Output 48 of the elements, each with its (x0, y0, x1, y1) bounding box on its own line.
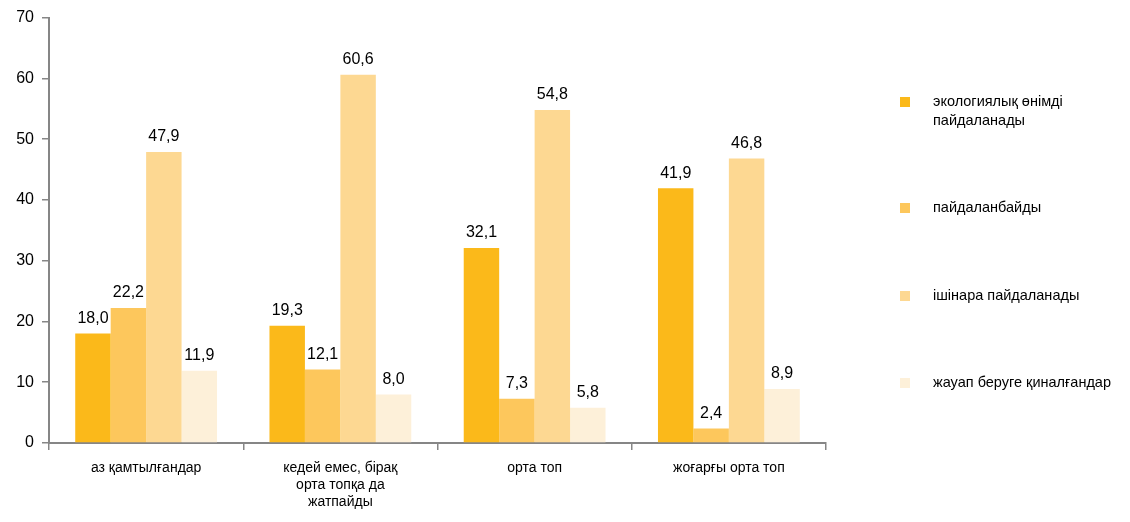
bar (181, 370, 218, 443)
data-label: 32,1 (465, 223, 498, 241)
bar (657, 188, 694, 443)
legend-label: экологиялық өнімді пайдаланады (933, 92, 1064, 130)
bar (764, 388, 800, 443)
bar (304, 369, 341, 443)
x-tick-label: кедей емес, бірақ орта топқа да жатпайды (283, 459, 399, 509)
bar (463, 247, 500, 443)
data-label: 8,0 (382, 369, 405, 387)
y-tick-label: 60 (16, 68, 35, 86)
bar (340, 74, 376, 443)
y-tick-label: 0 (25, 433, 35, 451)
data-label: 2,4 (700, 403, 723, 421)
data-label: 46,8 (731, 134, 763, 151)
x-tick-label: жоғарғы орта топ (673, 459, 785, 476)
data-label: 7,3 (505, 374, 529, 392)
legend-label: жауап беруге қиналғандар (933, 373, 1112, 392)
data-label: 54,8 (536, 85, 569, 103)
bar (110, 308, 147, 443)
y-tick-label: 40 (16, 190, 35, 208)
y-tick-label: 50 (16, 129, 35, 147)
bar (693, 428, 729, 443)
data-label: 47,9 (148, 127, 180, 145)
data-label: 5,8 (576, 383, 600, 401)
y-tick-label: 70 (16, 8, 35, 26)
data-label: 18,0 (77, 309, 109, 327)
legend-label: ішінара пайдаланады (933, 285, 1081, 305)
bar (269, 325, 305, 443)
bar (146, 151, 182, 443)
bar (75, 333, 111, 443)
y-tick-label: 30 (16, 251, 35, 269)
data-label: 22,2 (112, 283, 145, 301)
bar (534, 109, 571, 443)
x-tick-label: орта топ (507, 459, 563, 476)
x-tick-label: аз қамтылғандар (90, 459, 202, 476)
data-label: 8,9 (770, 364, 794, 382)
y-tick-label: 20 (16, 311, 35, 329)
legend-label: пайдаланбайды (933, 198, 1043, 218)
bar (499, 398, 535, 443)
data-label: 60,6 (342, 50, 374, 68)
bar (570, 407, 606, 443)
data-label: 41,9 (660, 163, 692, 181)
data-label: 19,3 (271, 301, 303, 319)
y-tick-label: 10 (16, 372, 35, 390)
bar (375, 394, 412, 443)
bar (728, 158, 765, 443)
data-label: 11,9 (184, 346, 215, 364)
data-label: 12,1 (307, 344, 339, 362)
